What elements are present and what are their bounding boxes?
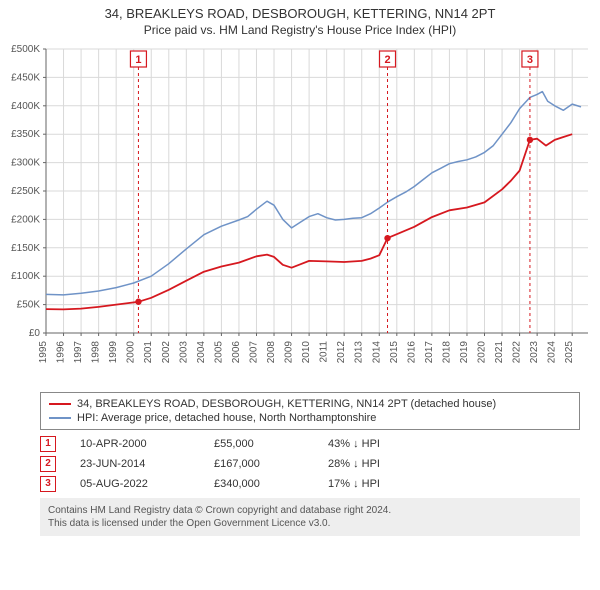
sales-table: 1 10-APR-2000 £55,000 43% ↓ HPI 2 23-JUN-2014… xyxy=(40,434,580,494)
svg-text:£250K: £250K xyxy=(11,186,40,197)
sale-row: 2 23-JUN-2014 £167,000 28% ↓ HPI xyxy=(40,454,580,474)
svg-text:1996: 1996 xyxy=(56,340,67,363)
page: 34, BREAKLEYS ROAD, DESBOROUGH, KETTERIN… xyxy=(0,0,600,536)
svg-text:2007: 2007 xyxy=(248,340,259,363)
chart-area: £0 £50K £100K £150K £200K £250K £300K £350K £400… xyxy=(0,43,600,388)
footer-attribution: Contains HM Land Registry data © Crown c… xyxy=(40,498,580,536)
svg-text:£300K: £300K xyxy=(11,157,40,168)
svg-text:2012: 2012 xyxy=(336,340,347,363)
svg-text:2018: 2018 xyxy=(441,340,452,363)
sale-date: 23-JUN-2014 xyxy=(80,458,190,470)
legend: 34, BREAKLEYS ROAD, DESBOROUGH, KETTERIN… xyxy=(40,392,580,430)
legend-label: 34, BREAKLEYS ROAD, DESBOROUGH, KETTERIN… xyxy=(77,398,496,410)
svg-text:1998: 1998 xyxy=(91,340,102,363)
sale-price: £167,000 xyxy=(214,458,304,470)
sale-price: £55,000 xyxy=(214,438,304,450)
svg-text:£150K: £150K xyxy=(11,243,40,254)
legend-swatch xyxy=(49,403,71,405)
sale-marker: 2 xyxy=(40,456,56,472)
footer-line2: This data is licensed under the Open Gov… xyxy=(48,517,572,530)
svg-text:1999: 1999 xyxy=(108,340,119,363)
legend-item: HPI: Average price, detached house, Nort… xyxy=(49,411,571,425)
svg-text:2020: 2020 xyxy=(477,340,488,363)
svg-text:2017: 2017 xyxy=(424,340,435,363)
sale-date: 10-APR-2000 xyxy=(80,438,190,450)
svg-text:2009: 2009 xyxy=(284,340,295,363)
sale-row: 1 10-APR-2000 £55,000 43% ↓ HPI xyxy=(40,434,580,454)
svg-text:3: 3 xyxy=(527,54,533,66)
svg-text:2024: 2024 xyxy=(547,340,558,363)
sale-price: £340,000 xyxy=(214,478,304,490)
sale-delta: 28% ↓ HPI xyxy=(328,458,448,470)
chart-title: 34, BREAKLEYS ROAD, DESBOROUGH, KETTERIN… xyxy=(0,0,600,23)
svg-text:2002: 2002 xyxy=(161,340,172,363)
sale-row: 3 05-AUG-2022 £340,000 17% ↓ HPI xyxy=(40,474,580,494)
svg-text:2010: 2010 xyxy=(301,340,312,363)
chart-subtitle: Price paid vs. HM Land Registry's House … xyxy=(0,23,600,43)
svg-text:2001: 2001 xyxy=(143,340,154,363)
svg-text:2000: 2000 xyxy=(126,340,137,363)
svg-text:2008: 2008 xyxy=(266,340,277,363)
sale-marker: 3 xyxy=(40,476,56,492)
svg-text:£0: £0 xyxy=(29,328,41,339)
svg-text:2004: 2004 xyxy=(196,340,207,363)
svg-text:2022: 2022 xyxy=(512,340,523,363)
sale-delta: 17% ↓ HPI xyxy=(328,478,448,490)
svg-text:2019: 2019 xyxy=(459,340,470,363)
svg-text:£450K: £450K xyxy=(11,72,40,83)
svg-text:2005: 2005 xyxy=(213,340,224,363)
svg-text:1997: 1997 xyxy=(73,340,84,363)
svg-text:2021: 2021 xyxy=(494,340,505,363)
svg-text:£400K: £400K xyxy=(11,101,40,112)
sale-delta: 43% ↓ HPI xyxy=(328,438,448,450)
svg-text:2015: 2015 xyxy=(389,340,400,363)
svg-text:£200K: £200K xyxy=(11,214,40,225)
svg-text:2013: 2013 xyxy=(354,340,365,363)
svg-text:£50K: £50K xyxy=(17,299,41,310)
svg-text:1995: 1995 xyxy=(38,340,49,363)
svg-text:2025: 2025 xyxy=(564,340,575,363)
legend-item: 34, BREAKLEYS ROAD, DESBOROUGH, KETTERIN… xyxy=(49,397,571,411)
footer-line1: Contains HM Land Registry data © Crown c… xyxy=(48,504,572,517)
svg-text:1: 1 xyxy=(135,54,141,66)
chart-svg: £0 £50K £100K £150K £200K £250K £300K £350K £400… xyxy=(0,43,600,383)
svg-text:£500K: £500K xyxy=(11,44,40,55)
sale-date: 05-AUG-2022 xyxy=(80,478,190,490)
svg-text:2: 2 xyxy=(384,54,390,66)
svg-text:£100K: £100K xyxy=(11,271,40,282)
sale-marker: 1 xyxy=(40,436,56,452)
svg-text:2014: 2014 xyxy=(371,340,382,363)
svg-text:£350K: £350K xyxy=(11,129,40,140)
svg-text:2023: 2023 xyxy=(529,340,540,363)
svg-text:2016: 2016 xyxy=(406,340,417,363)
legend-label: HPI: Average price, detached house, Nort… xyxy=(77,412,376,424)
svg-text:2006: 2006 xyxy=(231,340,242,363)
svg-text:2003: 2003 xyxy=(178,340,189,363)
legend-swatch xyxy=(49,417,71,419)
svg-text:2011: 2011 xyxy=(319,340,330,362)
